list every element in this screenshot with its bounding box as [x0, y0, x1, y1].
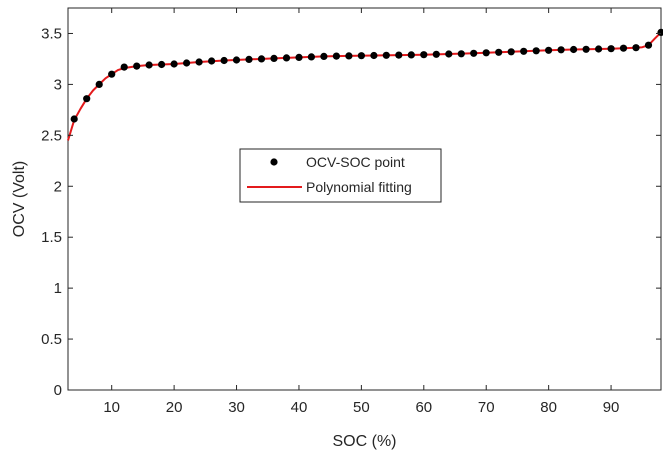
data-point — [507, 48, 515, 56]
data-point — [158, 60, 166, 69]
data-point — [70, 115, 78, 123]
data-point — [208, 57, 216, 65]
data-point — [470, 49, 478, 57]
y-tick-label: 3 — [54, 76, 62, 93]
x-tick-label: 30 — [228, 399, 245, 416]
y-tick-label: 0.5 — [41, 331, 62, 348]
legend-label-points: OCV-SOC point — [306, 154, 405, 170]
x-tick-label: 70 — [478, 399, 495, 416]
y-tick-labels: 0 0.5 1 1.5 2 2.5 3 3.5 — [41, 25, 62, 399]
data-point — [320, 52, 328, 61]
data-point — [370, 51, 378, 60]
data-point — [382, 51, 390, 59]
data-point — [120, 63, 128, 71]
x-tick-label: 40 — [291, 399, 308, 416]
data-point — [270, 54, 278, 63]
data-point — [307, 53, 315, 61]
data-point — [220, 56, 228, 65]
data-point — [257, 55, 266, 63]
data-point — [495, 48, 503, 56]
data-point — [595, 45, 603, 53]
data-point — [520, 47, 528, 55]
data-point — [557, 46, 565, 54]
data-point — [332, 52, 340, 60]
y-tick-label: 0 — [54, 382, 62, 399]
data-point — [457, 50, 465, 58]
data-point — [395, 51, 403, 59]
y-tick-label: 1.5 — [41, 229, 62, 246]
data-point — [432, 50, 440, 58]
x-tick-label: 60 — [415, 399, 432, 416]
y-tick-label: 2.5 — [41, 127, 62, 144]
data-point — [295, 53, 303, 62]
data-point — [619, 44, 628, 52]
y-tick-label: 1 — [54, 280, 62, 297]
data-point — [345, 52, 353, 60]
data-point — [170, 60, 178, 68]
data-point — [445, 50, 453, 58]
data-point — [95, 80, 103, 88]
data-point — [83, 95, 91, 103]
x-tick-label: 90 — [603, 399, 620, 416]
data-point — [657, 28, 663, 36]
data-point — [183, 59, 191, 67]
data-point — [195, 58, 203, 66]
y-tick-label: 2 — [54, 178, 62, 195]
data-point — [232, 56, 241, 64]
tick-layer — [68, 8, 661, 391]
x-tick-label: 20 — [166, 399, 183, 416]
x-tick-label: 50 — [353, 399, 370, 416]
x-tick-label: 80 — [540, 399, 557, 416]
x-tick-labels: 10 20 30 40 50 60 70 80 90 — [103, 399, 619, 416]
data-point — [420, 51, 428, 59]
data-point — [582, 45, 590, 53]
data-point — [145, 61, 153, 69]
legend-label-fit: Polynomial fitting — [306, 179, 412, 195]
data-point — [282, 54, 291, 62]
legend: OCV-SOC point Polynomial fitting — [239, 148, 442, 203]
y-axis-label: OCV (Volt) — [11, 161, 28, 237]
data-point — [133, 62, 141, 70]
data-point — [632, 44, 640, 52]
legend-box — [239, 148, 442, 203]
data-point — [108, 70, 116, 78]
data-point — [644, 41, 653, 49]
legend-marker-icon — [270, 158, 278, 166]
data-point-layer — [70, 28, 663, 123]
data-point — [357, 52, 365, 60]
data-point — [245, 55, 253, 64]
y-tick-label: 3.5 — [41, 25, 62, 42]
data-point — [545, 46, 553, 54]
data-point — [482, 49, 490, 57]
data-point — [570, 45, 578, 54]
data-point — [407, 51, 415, 59]
data-point — [532, 47, 540, 55]
x-tick-label: 10 — [103, 399, 120, 416]
x-axis-label: SOC (%) — [333, 433, 397, 450]
data-point — [607, 45, 615, 53]
